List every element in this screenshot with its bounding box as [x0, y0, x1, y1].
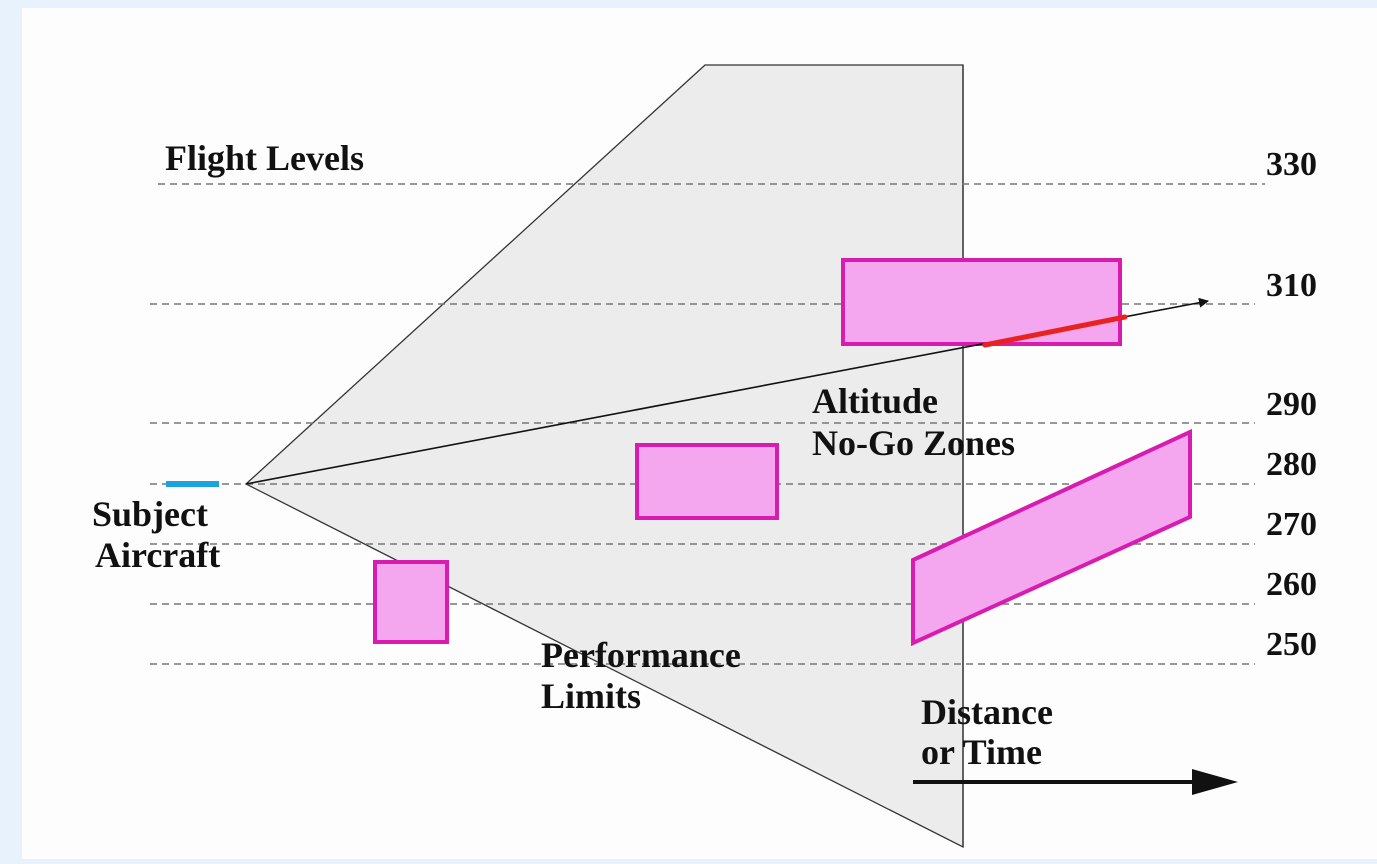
flight-level-310: 310 — [1266, 267, 1317, 304]
distance-time-arrowhead — [1192, 769, 1238, 795]
performance-limits-label-line2: Limits — [541, 676, 641, 716]
distance-time-label-line2: or Time — [921, 732, 1042, 772]
flight-level-330: 330 — [1266, 146, 1317, 183]
conflict-segment — [982, 314, 1128, 348]
altitude-no-go-label-line2: No-Go Zones — [812, 423, 1015, 463]
no-go-zone-middle — [635, 443, 779, 520]
altitude-no-go-label-line1: Altitude — [812, 381, 938, 421]
no-go-zone-slanted — [911, 428, 1192, 647]
flight-level-280: 280 — [1266, 446, 1317, 483]
flight-level-260: 260 — [1266, 566, 1317, 603]
no-go-zones — [373, 258, 1192, 647]
subject-aircraft-label-line1: Subject — [92, 494, 208, 534]
no-go-zone-upper — [841, 258, 1122, 346]
subject-aircraft-label-line2: Aircraft — [95, 535, 220, 575]
distance-time-label-line1: Distance — [921, 692, 1053, 732]
performance-limits-label-line1: Performance — [541, 635, 741, 675]
flight-level-270: 270 — [1266, 506, 1317, 543]
flight-level-290: 290 — [1266, 386, 1317, 423]
no-go-zone-lower-left — [373, 560, 449, 644]
flight-levels-title: Flight Levels — [165, 138, 364, 178]
flight-level-250: 250 — [1266, 626, 1317, 663]
